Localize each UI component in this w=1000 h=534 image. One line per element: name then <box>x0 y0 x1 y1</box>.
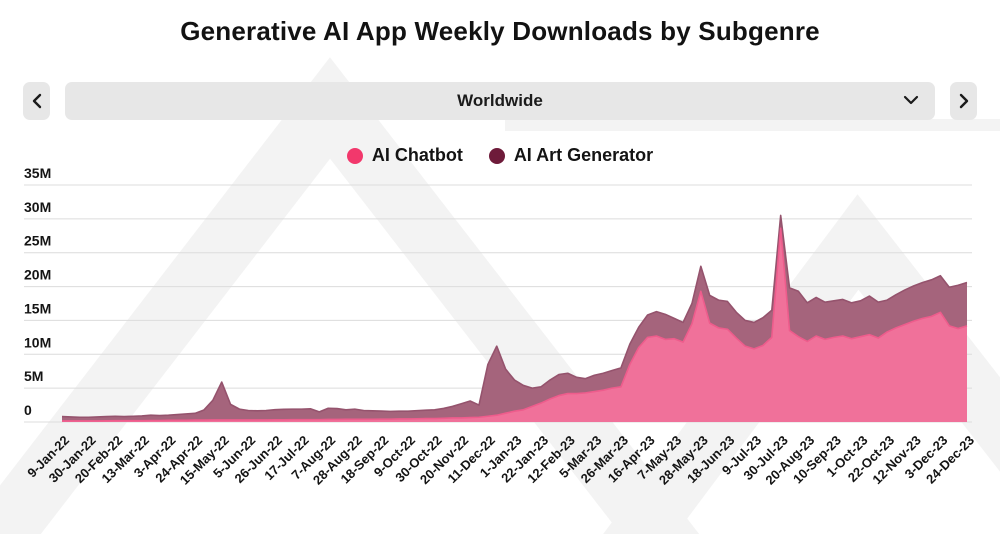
region-selector-bar: Worldwide <box>0 82 1000 120</box>
watermark <box>603 194 1000 534</box>
y-tick-label: 35M <box>24 165 51 181</box>
y-tick-label: 30M <box>24 199 51 215</box>
chevron-right-icon <box>959 93 968 109</box>
ai-art-generator-edge <box>61 214 968 419</box>
chevron-down-icon <box>903 95 919 105</box>
ai-art-generator-dot-icon <box>488 147 505 164</box>
y-tick-label: 5M <box>24 368 43 384</box>
legend-label: AI Chatbot <box>371 145 463 165</box>
ai-chatbot-area <box>62 228 967 422</box>
y-tick-label: 0 <box>24 402 32 418</box>
page-title: Generative AI App Weekly Downloads by Su… <box>180 16 820 46</box>
y-tick-label: 20M <box>24 267 51 283</box>
next-region-button[interactable] <box>950 82 977 120</box>
y-tick-label: 10M <box>24 334 51 350</box>
y-tick-label: 15M <box>24 300 51 316</box>
ai-chatbot-edge <box>61 227 968 422</box>
legend-item-ai-chatbot[interactable]: AI Chatbot <box>346 145 463 166</box>
y-tick-label: 25M <box>24 233 51 249</box>
region-dropdown[interactable]: Worldwide <box>65 82 935 120</box>
legend-item-ai-art-generator[interactable]: AI Art Generator <box>488 145 654 166</box>
legend: AI Chatbot AI Art Generator <box>0 145 1000 166</box>
legend-label: AI Art Generator <box>513 145 654 165</box>
previous-region-button[interactable] <box>23 82 50 120</box>
ai-chatbot-dot-icon <box>346 147 363 164</box>
region-dropdown-value: Worldwide <box>457 91 543 110</box>
chevron-left-icon <box>32 93 41 109</box>
